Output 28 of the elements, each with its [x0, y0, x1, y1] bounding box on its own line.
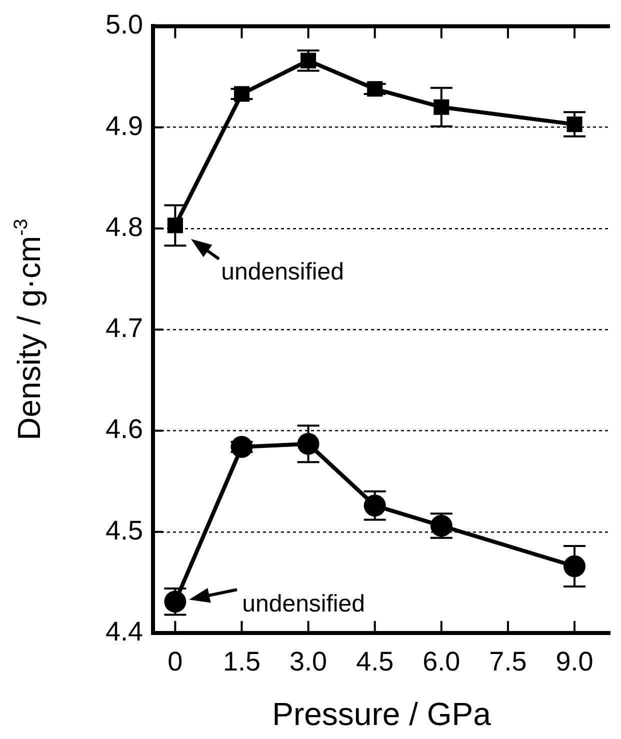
point: [364, 494, 386, 517]
point: [434, 99, 450, 115]
point: [300, 52, 316, 68]
annotation: undensified: [221, 258, 344, 286]
x-tick-label: 6.0: [422, 646, 460, 677]
x-tick-label: 7.5: [489, 646, 527, 677]
y-tick-label: 5.0: [105, 10, 143, 40]
y-tick-label: 4.7: [105, 313, 143, 344]
point: [566, 116, 582, 132]
y-tick-label: 4.5: [105, 515, 143, 546]
point: [234, 86, 250, 102]
y-tick-label: 4.9: [105, 110, 143, 141]
point: [167, 218, 183, 234]
y-tick-label: 4.8: [105, 212, 143, 242]
x-tick-label: 4.5: [356, 646, 394, 677]
x-axis-title: Pressure / GPa: [272, 696, 492, 732]
x-tick-label: 1.5: [222, 646, 261, 677]
x-tick-label: 3.0: [290, 646, 328, 677]
y-axis-title: Density / g·cm-3: [11, 218, 47, 440]
point: [367, 81, 383, 97]
y-tick-label: 4.6: [105, 414, 143, 444]
point: [297, 432, 320, 455]
y-tick-label: 4.4: [105, 616, 143, 646]
x-tick-label: 9.0: [556, 646, 594, 677]
annotation: undensified: [242, 590, 365, 618]
x-tick-label: 0: [168, 646, 183, 677]
point: [230, 436, 253, 458]
point: [564, 555, 586, 578]
